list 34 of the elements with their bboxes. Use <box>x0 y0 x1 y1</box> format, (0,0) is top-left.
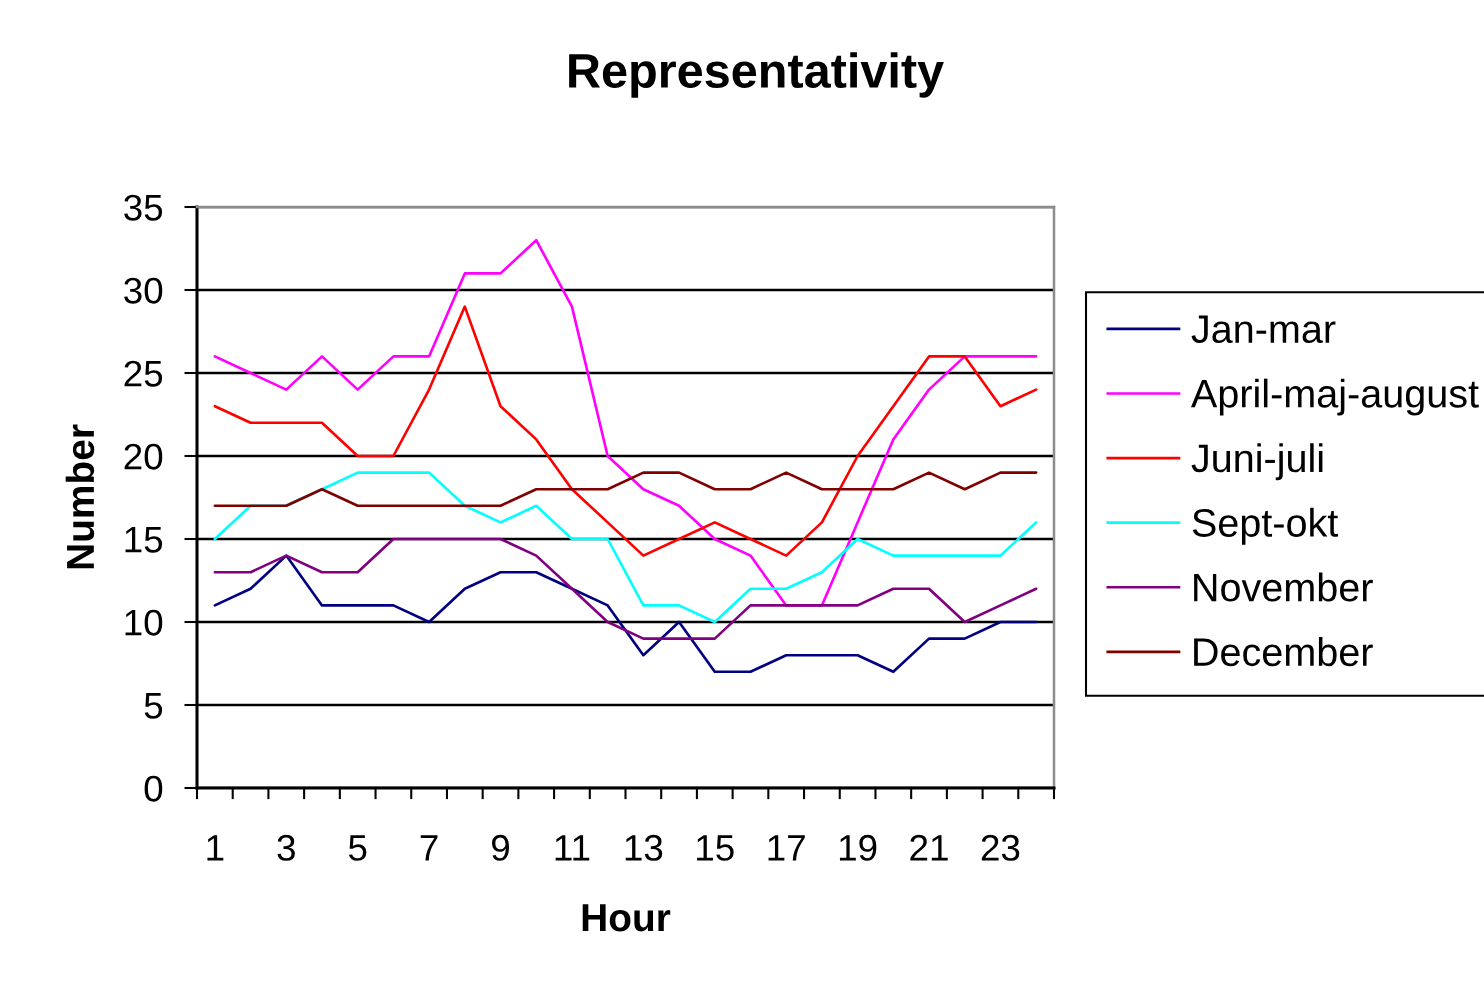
legend-label: Juni-juli <box>1191 443 1323 481</box>
x-tick-label: 7 <box>420 835 438 861</box>
legend-label: November <box>1194 572 1373 602</box>
x-tick-label: 9 <box>492 834 510 861</box>
y-tick-label: 10 <box>125 609 163 636</box>
x-tick-label: 11 <box>555 835 590 861</box>
legend-label: April-maj-august <box>1190 378 1479 416</box>
legend-label: December <box>1194 637 1373 667</box>
y-tick-label: 5 <box>144 693 163 719</box>
y-tick-label: 30 <box>124 277 163 304</box>
y-axis-title: Number <box>65 424 95 569</box>
x-tick-label: 21 <box>910 834 948 861</box>
y-tick-label: 35 <box>124 194 163 221</box>
line-series <box>213 238 1038 607</box>
y-tick-label: 0 <box>144 775 163 802</box>
x-tick-label: 13 <box>625 834 663 861</box>
legend-label: Jan-mar <box>1191 315 1336 344</box>
x-tick-label: 17 <box>768 835 805 861</box>
y-tick-label: 20 <box>124 443 163 470</box>
y-tick-label: 15 <box>125 527 163 553</box>
legend-label: Sept-okt <box>1192 507 1339 545</box>
y-tick-label: 25 <box>124 360 163 387</box>
x-tick-label: 15 <box>697 835 734 861</box>
x-axis-title: Hour <box>582 904 671 932</box>
x-tick-label: 1 <box>207 835 224 861</box>
line-series <box>213 471 1038 624</box>
x-tick-label: 5 <box>348 835 367 861</box>
x-tick-label: 23 <box>981 834 1020 861</box>
x-tick-label: 3 <box>277 834 295 861</box>
line-series <box>213 537 1038 640</box>
line-series <box>213 305 1038 557</box>
line-series <box>213 554 1038 674</box>
x-tick-label: 19 <box>839 834 877 861</box>
chart-title: Representativity <box>569 52 944 98</box>
